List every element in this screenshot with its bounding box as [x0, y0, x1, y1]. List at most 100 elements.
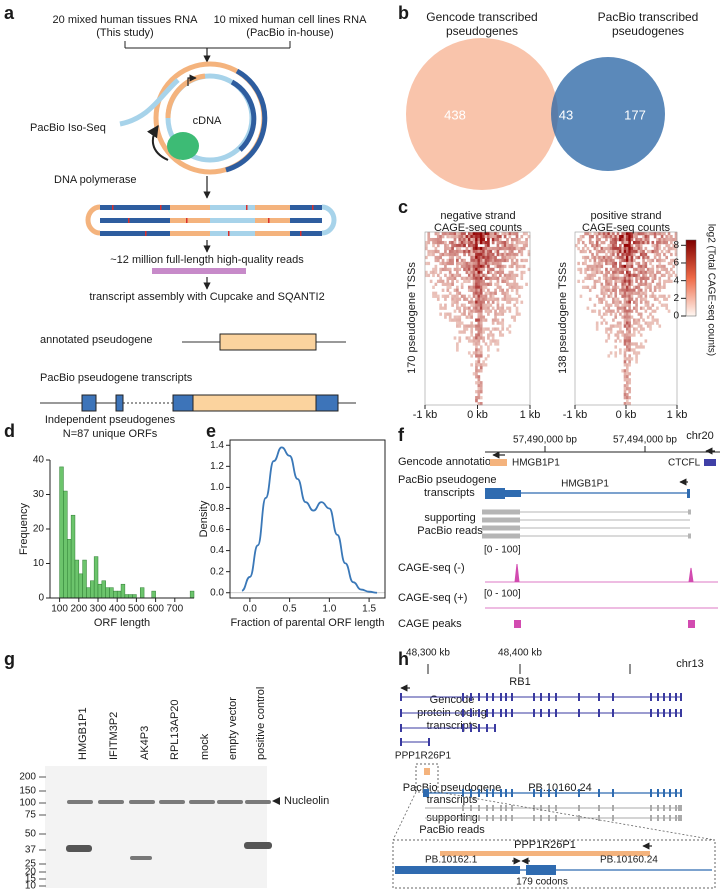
heatmap-cell	[595, 243, 599, 248]
heatmap-cell	[639, 276, 643, 281]
heatmap-cell	[656, 232, 659, 236]
read	[482, 517, 520, 523]
heatmap-cell	[503, 279, 507, 284]
marker-label: 15	[25, 874, 37, 885]
heatmap-cell	[626, 387, 629, 391]
heatmap-cell	[475, 333, 478, 337]
heatmap-cell	[425, 255, 428, 260]
heatmap-cell	[595, 261, 599, 266]
heatmap-cell	[626, 345, 629, 349]
heatmap-cell	[496, 264, 500, 269]
heatmap-cell	[600, 282, 604, 286]
heatmap-cell	[501, 258, 505, 263]
heatmap-cell	[472, 324, 476, 328]
heatmap-cell	[479, 294, 483, 298]
heatmap-cell	[626, 279, 629, 284]
heatmap-cell	[626, 270, 629, 275]
heatmap-cell	[658, 243, 662, 248]
heatmap-cell	[498, 237, 502, 242]
read	[482, 509, 520, 515]
heatmap-cell	[670, 279, 673, 284]
bar	[63, 490, 68, 599]
heatmap-cell	[463, 327, 466, 331]
heatmap-cell	[458, 321, 462, 325]
heatmap-cell	[491, 237, 495, 242]
heatmap-cell	[489, 294, 493, 298]
heatmap-cell	[609, 273, 613, 278]
y-tick-label: 0.6	[210, 524, 224, 535]
heatmap-cell	[484, 255, 488, 260]
heatmap-cell	[496, 246, 500, 251]
heatmap-cell	[501, 232, 505, 236]
heatmap-cell	[628, 255, 631, 260]
heatmap-cell	[525, 258, 528, 263]
heatmap-cell	[607, 276, 611, 281]
heatmap-cell	[479, 348, 483, 352]
heatmap-cell	[472, 288, 476, 292]
exon	[428, 738, 430, 746]
label: (This study)	[96, 27, 153, 39]
heatmap-cell	[456, 345, 459, 349]
heatmap-cell	[656, 249, 659, 254]
heatmap-cell	[444, 303, 447, 307]
heatmap-cell	[635, 357, 638, 361]
heatmap-cell	[626, 234, 629, 239]
heatmap-cell	[458, 243, 462, 248]
heatmap-cell	[619, 234, 622, 239]
heatmap-cell	[584, 249, 587, 254]
heatmap-cell	[479, 252, 483, 257]
heatmap-cell	[588, 288, 592, 292]
heatmap-cell	[642, 327, 645, 331]
gene-box	[424, 768, 430, 775]
label: 438	[444, 107, 466, 122]
label: PacBio transcribed	[598, 10, 699, 24]
heatmap-cell	[619, 327, 622, 331]
heatmap-cell	[591, 273, 594, 278]
heatmap-cell	[487, 252, 490, 257]
venn-pacbio	[551, 57, 665, 171]
heatmap-cell	[482, 327, 485, 331]
heatmap-cell	[626, 378, 629, 382]
heatmap-cell	[653, 285, 657, 289]
heatmap-cell	[637, 285, 641, 289]
heatmap-cell	[479, 369, 483, 373]
heatmap-cell	[472, 267, 476, 272]
exon	[511, 709, 513, 717]
heatmap-cell	[609, 246, 613, 251]
exon	[678, 815, 682, 821]
heatmap-cell	[475, 297, 478, 301]
heatmap-cell	[639, 300, 643, 304]
molecule	[170, 231, 210, 236]
heatmap-cell	[520, 285, 524, 289]
heatmap-cell	[510, 297, 514, 301]
heatmap-cell	[642, 249, 645, 254]
heatmap-cell	[630, 282, 634, 286]
heatmap-cell	[626, 232, 629, 236]
heatmap-cell	[470, 246, 474, 251]
heatmap-cell	[605, 312, 608, 316]
heatmap-cell	[605, 276, 608, 281]
heatmap-cell	[460, 294, 464, 298]
heatmap-cell	[456, 315, 459, 319]
heatmap-cell	[477, 291, 481, 295]
exon	[470, 805, 472, 811]
heatmap-cell	[429, 249, 433, 254]
heatmap-cell	[496, 306, 500, 310]
heatmap-cell	[467, 294, 471, 298]
heatmap-cell	[602, 249, 606, 254]
heatmap-cell	[628, 348, 631, 352]
heatmap-cell	[475, 232, 478, 236]
heatmap-cell	[432, 267, 435, 272]
heatmap-cell	[525, 232, 528, 236]
heatmap-cell	[612, 285, 615, 289]
heatmap-cell	[605, 270, 608, 275]
heatmap-cell	[595, 327, 599, 331]
heatmap-cell	[660, 234, 664, 239]
heatmap-cell	[448, 258, 452, 263]
heatmap-cell	[475, 270, 478, 275]
heatmap-cell	[607, 246, 611, 251]
heatmap-cell	[479, 264, 483, 269]
panel-label: h	[398, 649, 409, 669]
read	[482, 533, 520, 539]
colorbar	[685, 239, 697, 317]
